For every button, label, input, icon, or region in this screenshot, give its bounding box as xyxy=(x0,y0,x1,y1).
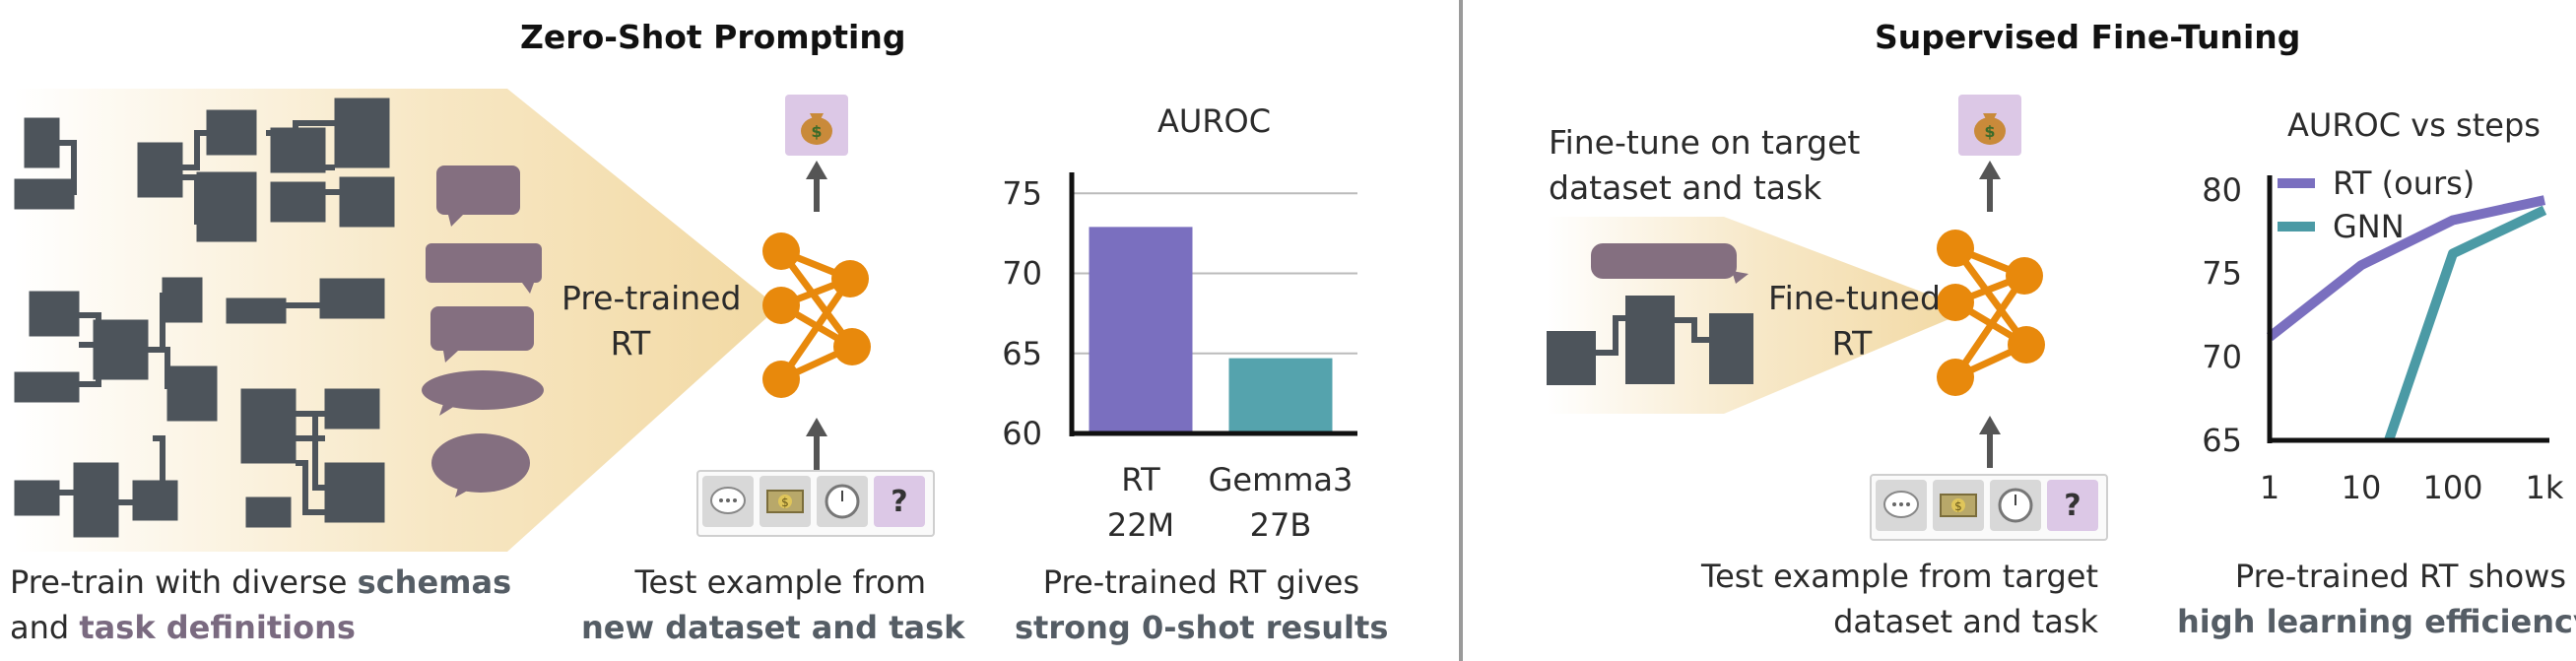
caption-pretrain: Pre-train with diverse schemas and task … xyxy=(10,563,512,646)
output-box-right: $ xyxy=(1958,95,2021,156)
output-box-left: $ xyxy=(785,95,848,156)
speech-bubble-icon xyxy=(702,476,754,527)
legend-label: RT (ours) xyxy=(2333,165,2475,202)
finetuned-rt-label: Fine-tuned RT xyxy=(1768,279,1941,363)
svg-text:$: $ xyxy=(811,122,822,141)
caption-result-left: Pre-trained RT gives strong 0-shot resul… xyxy=(1015,563,1389,646)
x-tick-label: 1k xyxy=(2526,469,2564,506)
speech-bubble-icon xyxy=(1876,480,1927,531)
money-icon: $ xyxy=(760,476,811,527)
svg-text:$: $ xyxy=(1954,499,1962,513)
x-tick-label: 100 xyxy=(2422,469,2482,506)
y-tick-label: 65 xyxy=(2202,422,2242,459)
legend-label: GNN xyxy=(2333,208,2405,245)
bar xyxy=(1089,227,1193,433)
question-mark-icon: ? xyxy=(874,476,925,527)
y-tick-label: 70 xyxy=(2202,338,2242,375)
clock-icon xyxy=(817,476,868,527)
x-tick-label: 27B xyxy=(1250,506,1312,544)
series-line xyxy=(2266,195,2546,341)
y-tick-label: 65 xyxy=(1002,335,1042,372)
clock-icon xyxy=(1990,480,2041,531)
question-mark-icon: ? xyxy=(2047,480,2098,531)
y-tick-label: 75 xyxy=(2202,255,2242,293)
x-tick-label: 22M xyxy=(1107,506,1174,544)
neural-network-right xyxy=(1937,161,2045,468)
x-tick-label: Gemma3 xyxy=(1209,461,1354,498)
y-tick-label: 80 xyxy=(2202,171,2242,209)
x-tick-label: 10 xyxy=(2342,469,2382,506)
bar xyxy=(1228,358,1333,433)
svg-text:$: $ xyxy=(781,496,789,509)
right-panel-title: Supervised Fine-Tuning xyxy=(1875,18,2301,56)
schema-graphs xyxy=(14,98,395,538)
svg-text:$: $ xyxy=(1984,122,1995,141)
caption-test-example-right: Test example from target dataset and tas… xyxy=(1700,558,2098,640)
y-tick-label: 75 xyxy=(1002,174,1042,212)
neural-network-left xyxy=(762,161,871,471)
finetune-instruction: Fine-tune on target dataset and task xyxy=(1549,123,1861,207)
pretrained-rt-label: Pre-trained RT xyxy=(561,279,742,363)
y-tick-label: 70 xyxy=(1002,255,1042,293)
x-tick-label: RT xyxy=(1121,461,1160,498)
money-bag-icon: $ xyxy=(801,113,832,145)
y-tick-label: 60 xyxy=(1002,415,1042,452)
money-bag-icon: $ xyxy=(1974,113,2006,145)
target-schema-graph xyxy=(1547,243,1753,385)
bar-chart-title: AUROC xyxy=(1157,102,1272,140)
caption-test-example-left: Test example from new dataset and task xyxy=(581,563,965,646)
line-chart-title: AUROC vs steps xyxy=(2287,106,2541,144)
caption-result-right: Pre-trained RT shows high learning effic… xyxy=(2177,558,2576,640)
task-definition-bubbles xyxy=(422,165,544,497)
series-line xyxy=(2384,205,2547,442)
money-icon: $ xyxy=(1933,480,1984,531)
left-panel-title: Zero-Shot Prompting xyxy=(520,18,906,56)
x-tick-label: 1 xyxy=(2260,469,2279,506)
